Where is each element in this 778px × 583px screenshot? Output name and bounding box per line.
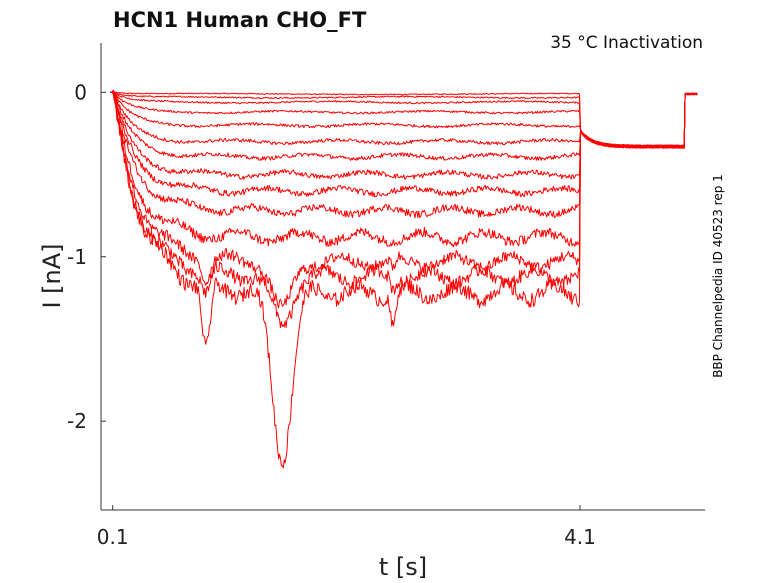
x-tick-label: 4.1 [564, 525, 596, 549]
x-axis-label: t [s] [379, 553, 427, 581]
x-tick-label: 0.1 [97, 525, 129, 549]
current-trace [110, 91, 698, 309]
current-trace [110, 91, 698, 149]
current-trace [110, 91, 698, 149]
current-trace [110, 91, 698, 149]
y-axis-label: I [nA] [38, 243, 66, 308]
current-trace [110, 91, 698, 149]
y-tick-label: 0 [74, 80, 87, 104]
current-trace [110, 91, 698, 149]
current-trace [110, 91, 698, 469]
y-ticks: 0 -1 -2 [67, 80, 106, 433]
channelpedia-id-label: BBP Channelpedia ID 40523 rep 1 [711, 174, 725, 378]
current-trace [110, 91, 698, 149]
condition-label: 35 °C Inactivation [550, 33, 703, 53]
y-tick-label: -1 [67, 245, 87, 269]
traces-group [110, 89, 698, 469]
chart-title: HCN1 Human CHO_FT [113, 8, 367, 32]
x-ticks: 0.1 4.1 [97, 505, 596, 549]
y-tick-label: -2 [67, 409, 87, 433]
current-trace [110, 91, 698, 180]
